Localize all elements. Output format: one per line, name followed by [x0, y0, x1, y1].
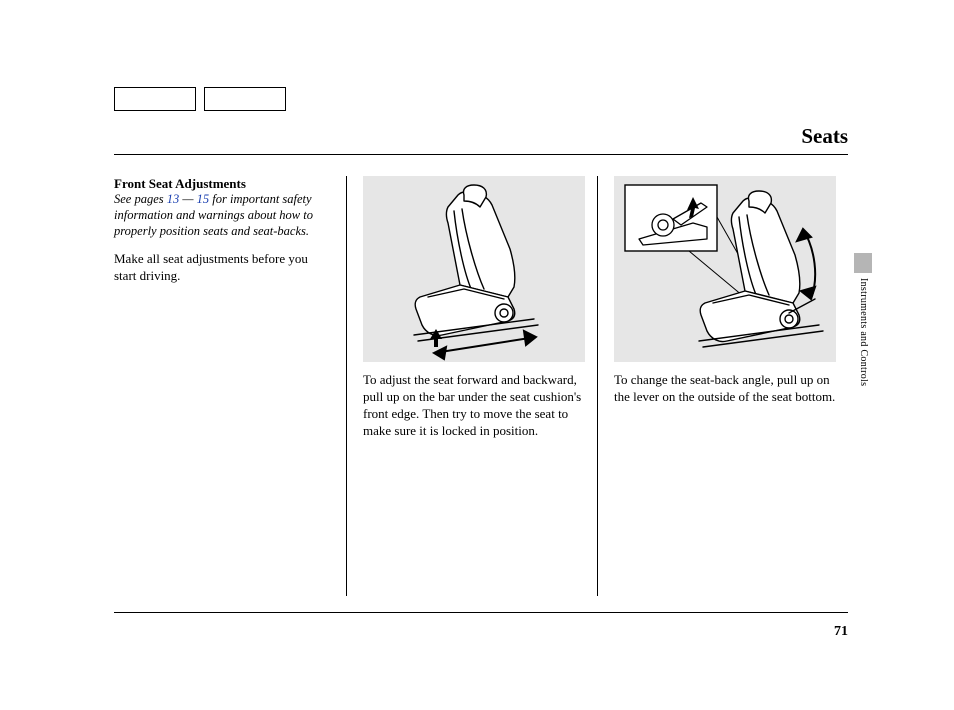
header-boxes — [114, 87, 286, 111]
title-rule — [114, 154, 848, 155]
manual-page: Seats Front Seat Adjustments See pages 1… — [0, 0, 954, 710]
page-link-15[interactable]: 15 — [197, 192, 210, 206]
footer-rule — [114, 612, 848, 613]
seat-back-angle-illustration — [614, 176, 836, 362]
note-sep: — — [179, 192, 196, 206]
header-box-1 — [114, 87, 196, 111]
section-label: Instruments and Controls — [855, 278, 869, 438]
content-columns: Front Seat Adjustments See pages 13 — 15… — [114, 176, 848, 596]
column-3: To change the seat-back angle, pull up o… — [597, 176, 848, 596]
col3-caption: To change the seat-back angle, pull up o… — [614, 372, 836, 406]
column-2: To adjust the seat forward and backward,… — [346, 176, 597, 596]
header-box-2 — [204, 87, 286, 111]
column-1: Front Seat Adjustments See pages 13 — 15… — [114, 176, 346, 596]
page-title: Seats — [801, 124, 848, 149]
page-link-13[interactable]: 13 — [167, 192, 180, 206]
section-tab — [854, 253, 872, 273]
note-text-prefix: See pages — [114, 192, 167, 206]
safety-note: See pages 13 — 15 for important safety i… — [114, 192, 326, 239]
seat-forward-back-illustration — [363, 176, 585, 362]
col2-caption: To adjust the seat forward and backward,… — [363, 372, 585, 440]
page-number: 71 — [834, 624, 848, 640]
col1-body: Make all seat adjustments before you sta… — [114, 251, 326, 285]
front-seat-subheading: Front Seat Adjustments — [114, 176, 326, 192]
